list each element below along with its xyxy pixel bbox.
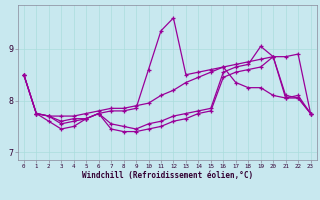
X-axis label: Windchill (Refroidissement éolien,°C): Windchill (Refroidissement éolien,°C) — [82, 171, 253, 180]
